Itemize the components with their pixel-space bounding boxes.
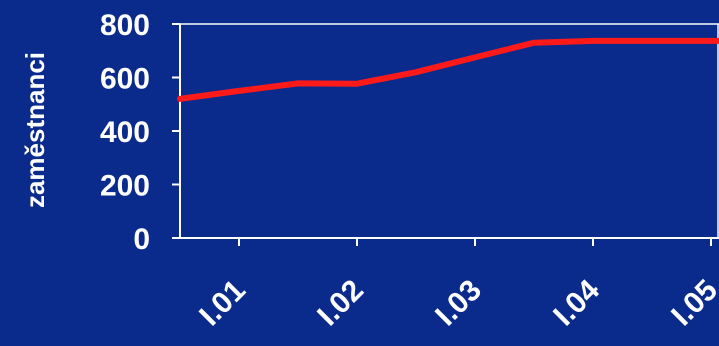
x-tick-label: I.01 <box>193 274 252 333</box>
series-line <box>177 37 719 102</box>
plot-area: 0 200 400 600 800 I.01 I.02 I.03 I.04 I.05 <box>100 9 719 332</box>
x-tick-label: I.02 <box>311 274 370 333</box>
x-tick-label: I.04 <box>547 273 606 332</box>
y-tick-label: 200 <box>100 170 150 203</box>
x-tick-label: I.03 <box>429 274 488 333</box>
y-axis-label: zaměstnanci <box>20 52 50 208</box>
y-tick-label: 800 <box>100 9 150 42</box>
x-tick-label: I.05 <box>665 274 719 333</box>
y-tick-label: 0 <box>133 223 150 256</box>
y-tick-label: 600 <box>100 63 150 96</box>
y-tick-label: 400 <box>100 116 150 149</box>
